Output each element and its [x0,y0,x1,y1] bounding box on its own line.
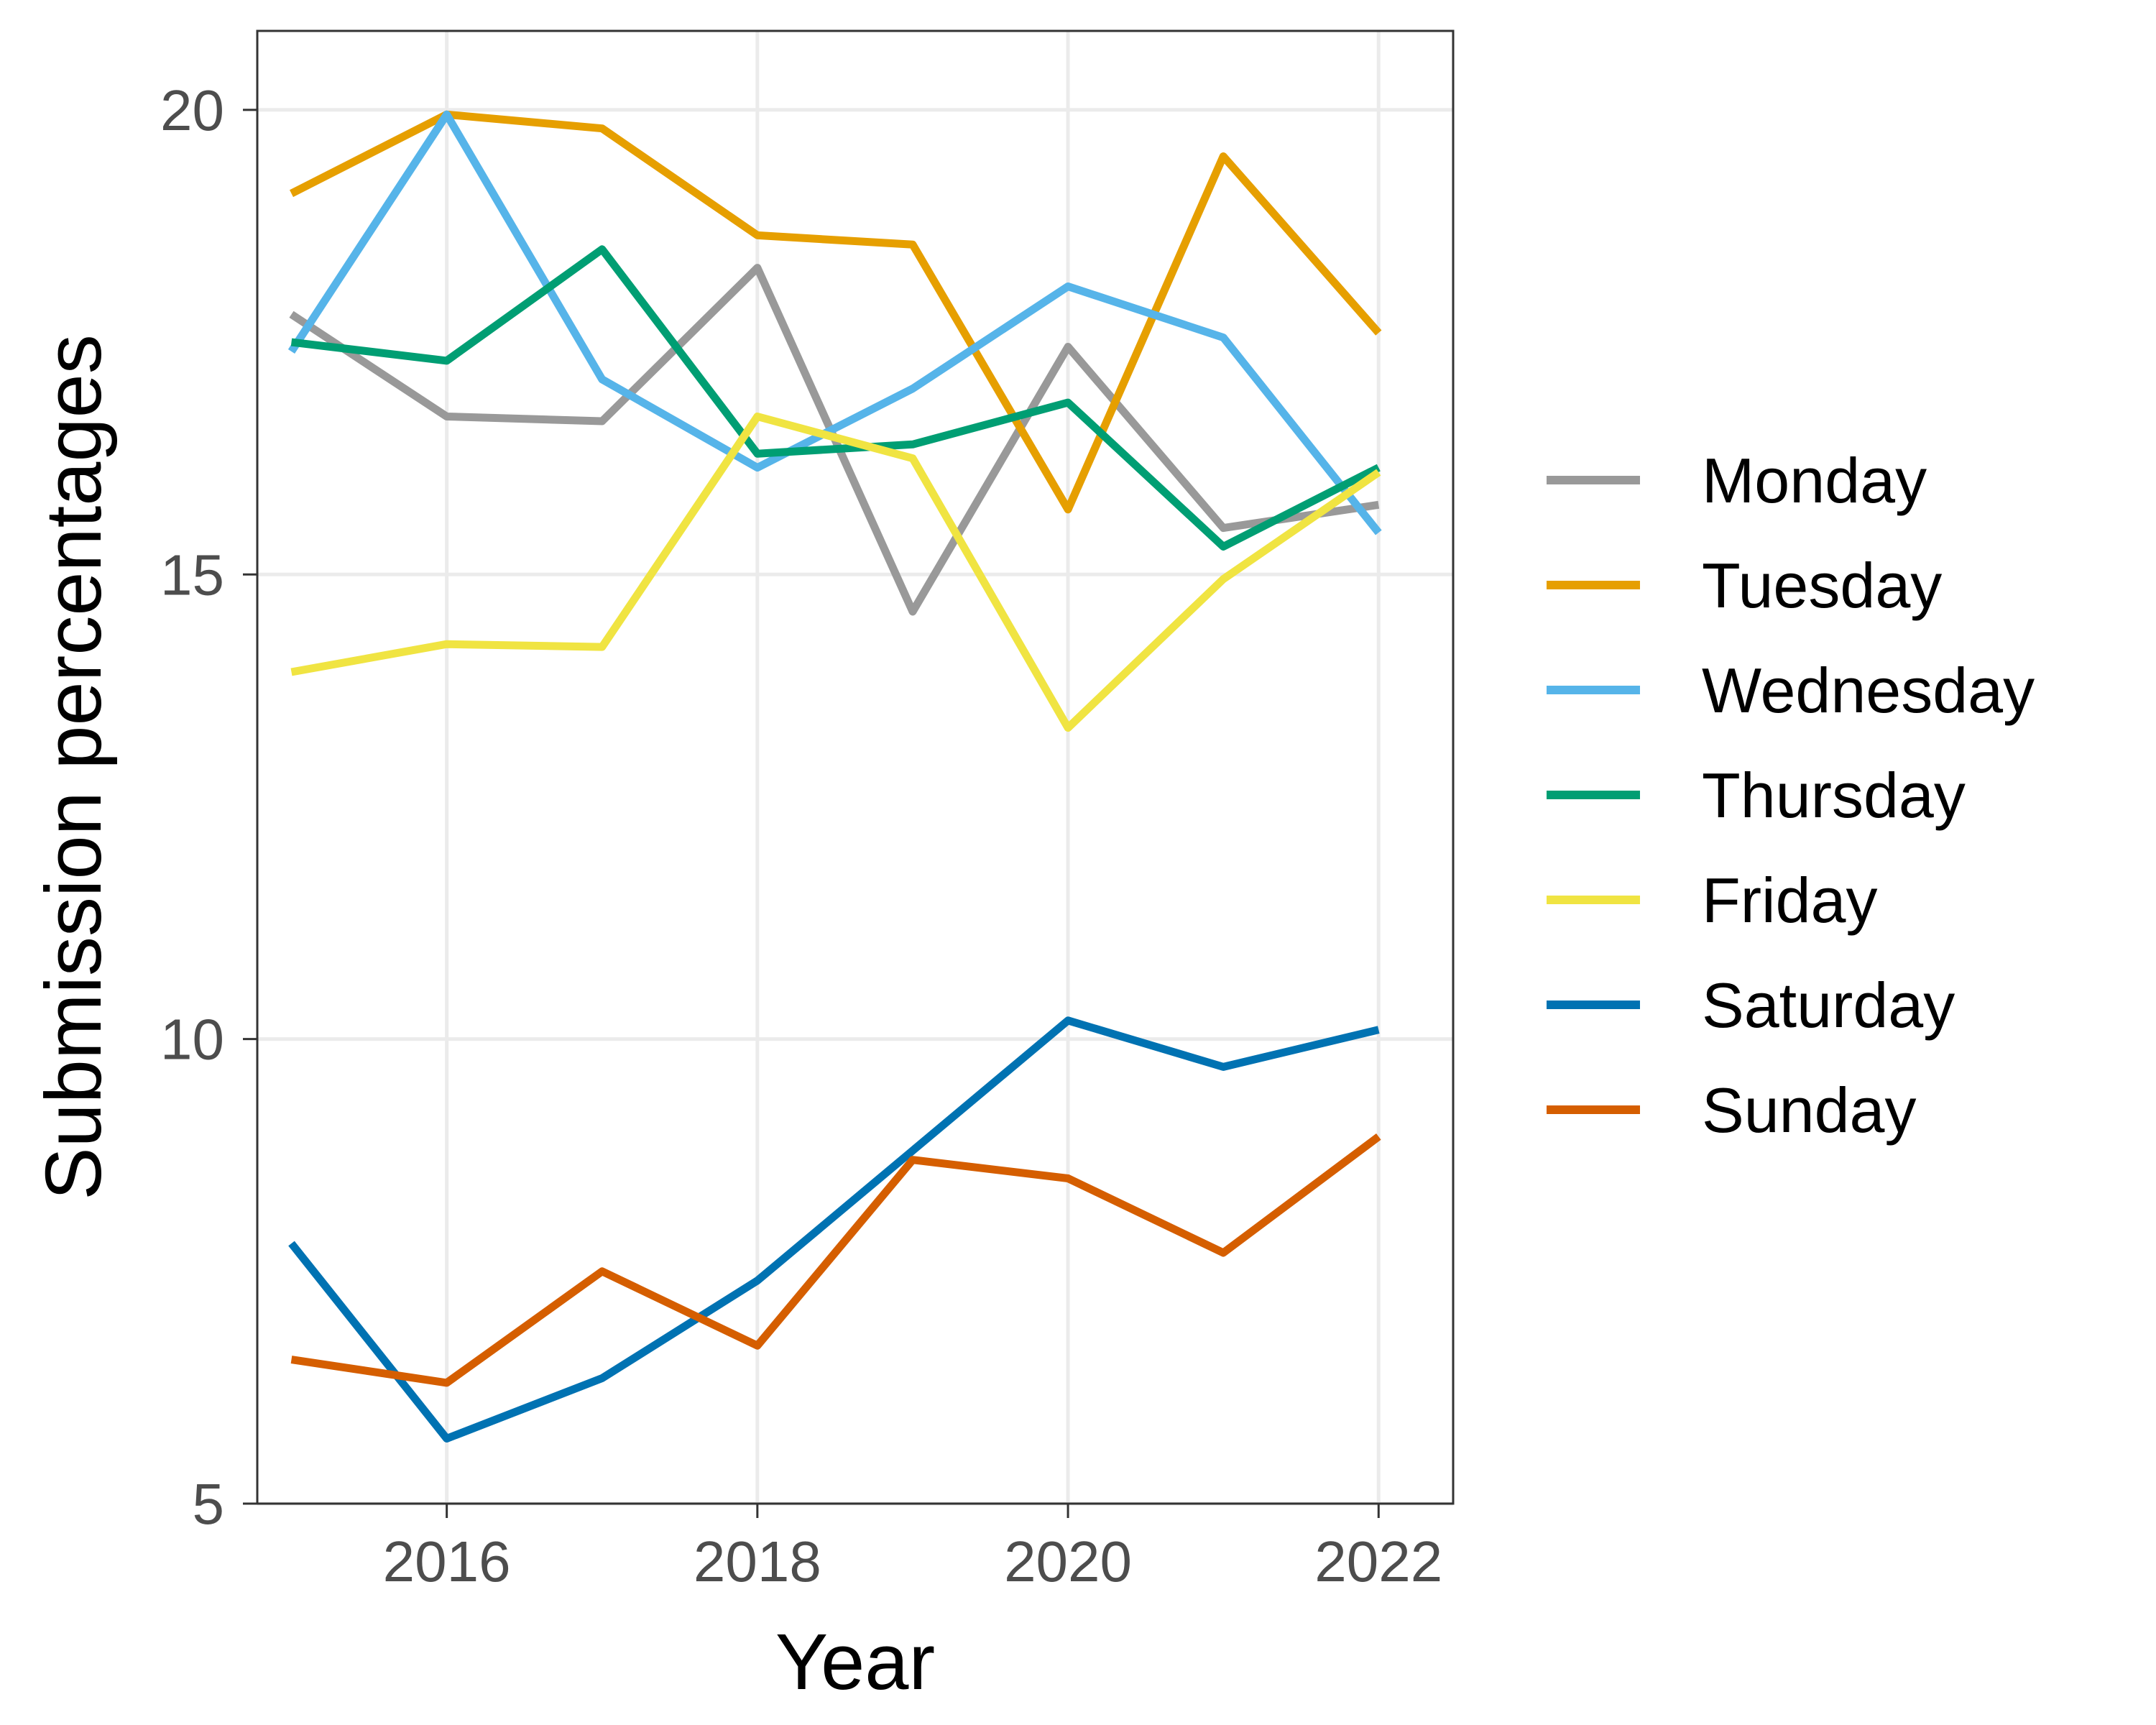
y-tick-label: 20 [160,78,224,142]
axis-ticks: 2016 2018 2020 2022 5 10 15 20 [160,78,1442,1593]
series-line-tuesday [290,110,1382,514]
series-line-friday [290,413,1381,732]
legend-label-sunday: Sunday [1702,1075,1916,1146]
y-tick-label: 5 [193,1472,225,1536]
legend-label-thursday: Thursday [1702,760,1966,831]
x-tick-label: 2016 [383,1530,511,1593]
legend-label-wednesday: Wednesday [1702,655,2035,726]
x-axis-title: Year [775,1618,935,1706]
legend-label-tuesday: Tuesday [1702,550,1942,621]
y-axis-title: Submission percentages [29,334,118,1200]
legend: Monday Tuesday Wednesday Thursday Friday Satu… [1547,445,2035,1146]
series-lines [287,110,1382,1443]
x-tick-label: 2020 [1004,1530,1132,1593]
x-tick-label: 2018 [694,1530,821,1593]
legend-label-friday: Friday [1702,865,1878,936]
legend-label-monday: Monday [1702,445,1927,516]
y-tick-label: 10 [160,1008,224,1072]
x-tick-label: 2022 [1314,1530,1442,1593]
plot-panel-border [256,29,1455,1505]
series-line-sunday [290,1133,1381,1387]
legend-label-saturday: Saturday [1702,970,1955,1041]
y-tick-label: 15 [160,543,224,607]
series-line-thursday [290,245,1381,551]
series-line-saturday [288,1016,1380,1443]
series-line-wednesday [287,110,1382,535]
grid-lines [257,31,1453,1506]
